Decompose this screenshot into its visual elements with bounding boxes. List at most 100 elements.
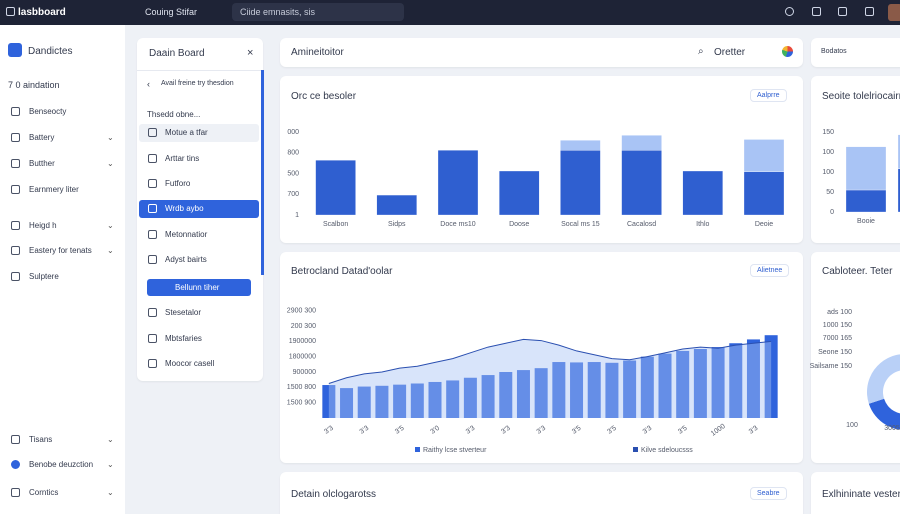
top-bar: lasbboard Couing Stifar Ciide emnasits, … — [0, 0, 900, 25]
y-tick-label: 1 — [295, 212, 299, 219]
donut-label: 7000 165 — [823, 335, 852, 342]
nav-item[interactable]: Benseocty — [29, 107, 67, 116]
donut-slice — [867, 354, 900, 404]
bar — [640, 356, 654, 418]
nav-item[interactable]: Earnmery liter — [29, 185, 79, 194]
nav-item[interactable]: Butther — [29, 159, 55, 168]
close[interactable]: × — [247, 47, 254, 59]
nav-icon — [11, 185, 20, 194]
list-item[interactable]: Stesetalor — [165, 308, 202, 317]
bar-segment — [845, 189, 887, 213]
line-area — [328, 339, 772, 418]
nav-icon — [11, 272, 20, 281]
nav-item[interactable]: Corntics — [29, 488, 59, 497]
chevron: ⌄ — [107, 159, 114, 168]
chevron: ⌄ — [107, 246, 114, 255]
x-tick-label: 1000 — [710, 423, 727, 438]
icon[interactable] — [838, 7, 847, 16]
list-icon — [148, 308, 157, 317]
line — [328, 338, 772, 384]
icon[interactable] — [812, 7, 821, 16]
bar — [764, 335, 778, 418]
bar — [570, 362, 584, 418]
donut-slice — [868, 398, 900, 430]
chevron: ⌄ — [107, 488, 114, 497]
sidebar-section: 7 0 aindation — [8, 80, 60, 90]
bar-segment — [897, 134, 900, 169]
panel: Daain Board × ‹ Avail freine try thesdio… — [137, 38, 264, 381]
scrollbar — [261, 70, 264, 275]
list-item[interactable]: Arttar tins — [165, 154, 200, 163]
bar-segment — [743, 171, 785, 216]
list-item[interactable]: Metonnatior — [165, 230, 208, 239]
list-item[interactable]: Wrdb aybo — [165, 204, 204, 213]
avatar[interactable] — [888, 4, 900, 21]
icon[interactable] — [865, 7, 874, 16]
nav-item[interactable]: Eastery for tenats — [29, 246, 92, 255]
x-tick-label: Deoie — [755, 221, 773, 228]
list-icon — [148, 359, 157, 368]
list-icon — [148, 128, 157, 137]
search-icon[interactable]: ⌕ — [698, 46, 704, 57]
chevron: ⌄ — [107, 460, 114, 469]
bar-segment — [682, 170, 723, 216]
legend-swatch — [415, 447, 420, 452]
bar-segment — [897, 168, 900, 213]
bar-segment — [437, 150, 479, 216]
nav-item[interactable]: Sulptere — [29, 272, 59, 281]
donut-label: ads 100 — [827, 309, 852, 316]
bar — [729, 343, 743, 418]
header-action[interactable]: Oretter — [714, 47, 746, 58]
bar — [393, 384, 407, 418]
bar-segment — [560, 140, 601, 151]
list-item[interactable]: Motue a tfar — [165, 128, 208, 137]
bar — [499, 372, 513, 418]
nav-item[interactable]: Benobe deuzction — [29, 460, 94, 469]
button[interactable] — [147, 279, 251, 296]
list-item[interactable]: Futforo — [165, 179, 191, 188]
bar — [552, 362, 566, 418]
side-header: Bodatos — [811, 38, 900, 67]
bar-segment — [621, 135, 662, 151]
badge[interactable]: Aalprre — [750, 89, 787, 102]
nav-item[interactable]: Tisans — [29, 435, 53, 444]
panel-back[interactable]: Avail freine try thesdion — [161, 80, 234, 87]
badge[interactable]: Seabre — [750, 487, 787, 500]
bar — [410, 383, 424, 418]
list-item[interactable]: Adyst bairts — [165, 255, 207, 264]
nav-item[interactable]: Battery — [29, 133, 55, 142]
badge[interactable]: Alietnee — [750, 264, 790, 277]
list-item[interactable]: Moocor casell — [165, 359, 215, 368]
nav-icon — [11, 107, 20, 116]
legend-swatch — [633, 447, 638, 452]
donut-label: Sailsame 150 — [810, 363, 853, 370]
y-tick-label: 800 — [287, 150, 299, 157]
list-row[interactable] — [139, 200, 259, 218]
list-row[interactable] — [139, 124, 259, 142]
list-item[interactable]: Mbtsfaries — [165, 334, 202, 343]
bar — [428, 381, 442, 418]
card-title: Exlhininate vester — [822, 489, 900, 500]
x-tick-label: 3'0 — [429, 425, 441, 436]
nav-icon — [11, 246, 20, 255]
bar — [658, 353, 672, 418]
y-tick-label: 000 — [287, 129, 299, 136]
y-tick-label: 1800000 — [289, 354, 316, 361]
icon[interactable] — [785, 7, 794, 16]
search-box[interactable] — [232, 3, 404, 21]
x-tick-label: Doose — [509, 221, 529, 228]
nav-item[interactable]: Heigd h — [29, 221, 57, 230]
sidebar-title: Dandictes — [28, 46, 73, 57]
avatar[interactable] — [782, 46, 793, 57]
y-tick-label: 0 — [830, 209, 834, 216]
overview-card: Orc ce besoler Aalprre — [280, 76, 803, 243]
x-tick-label: 3'3 — [748, 425, 760, 436]
workspace[interactable]: Couing Stifar — [145, 7, 198, 17]
x-tick-label: 3'3 — [642, 425, 654, 436]
y-tick-label: 100 — [822, 169, 834, 176]
donut-label: 100 — [846, 422, 858, 429]
back-arrow[interactable]: ‹ — [147, 79, 150, 89]
panel-title: Daain Board — [149, 48, 205, 59]
button-label[interactable]: Bellunn tiher — [175, 283, 220, 292]
